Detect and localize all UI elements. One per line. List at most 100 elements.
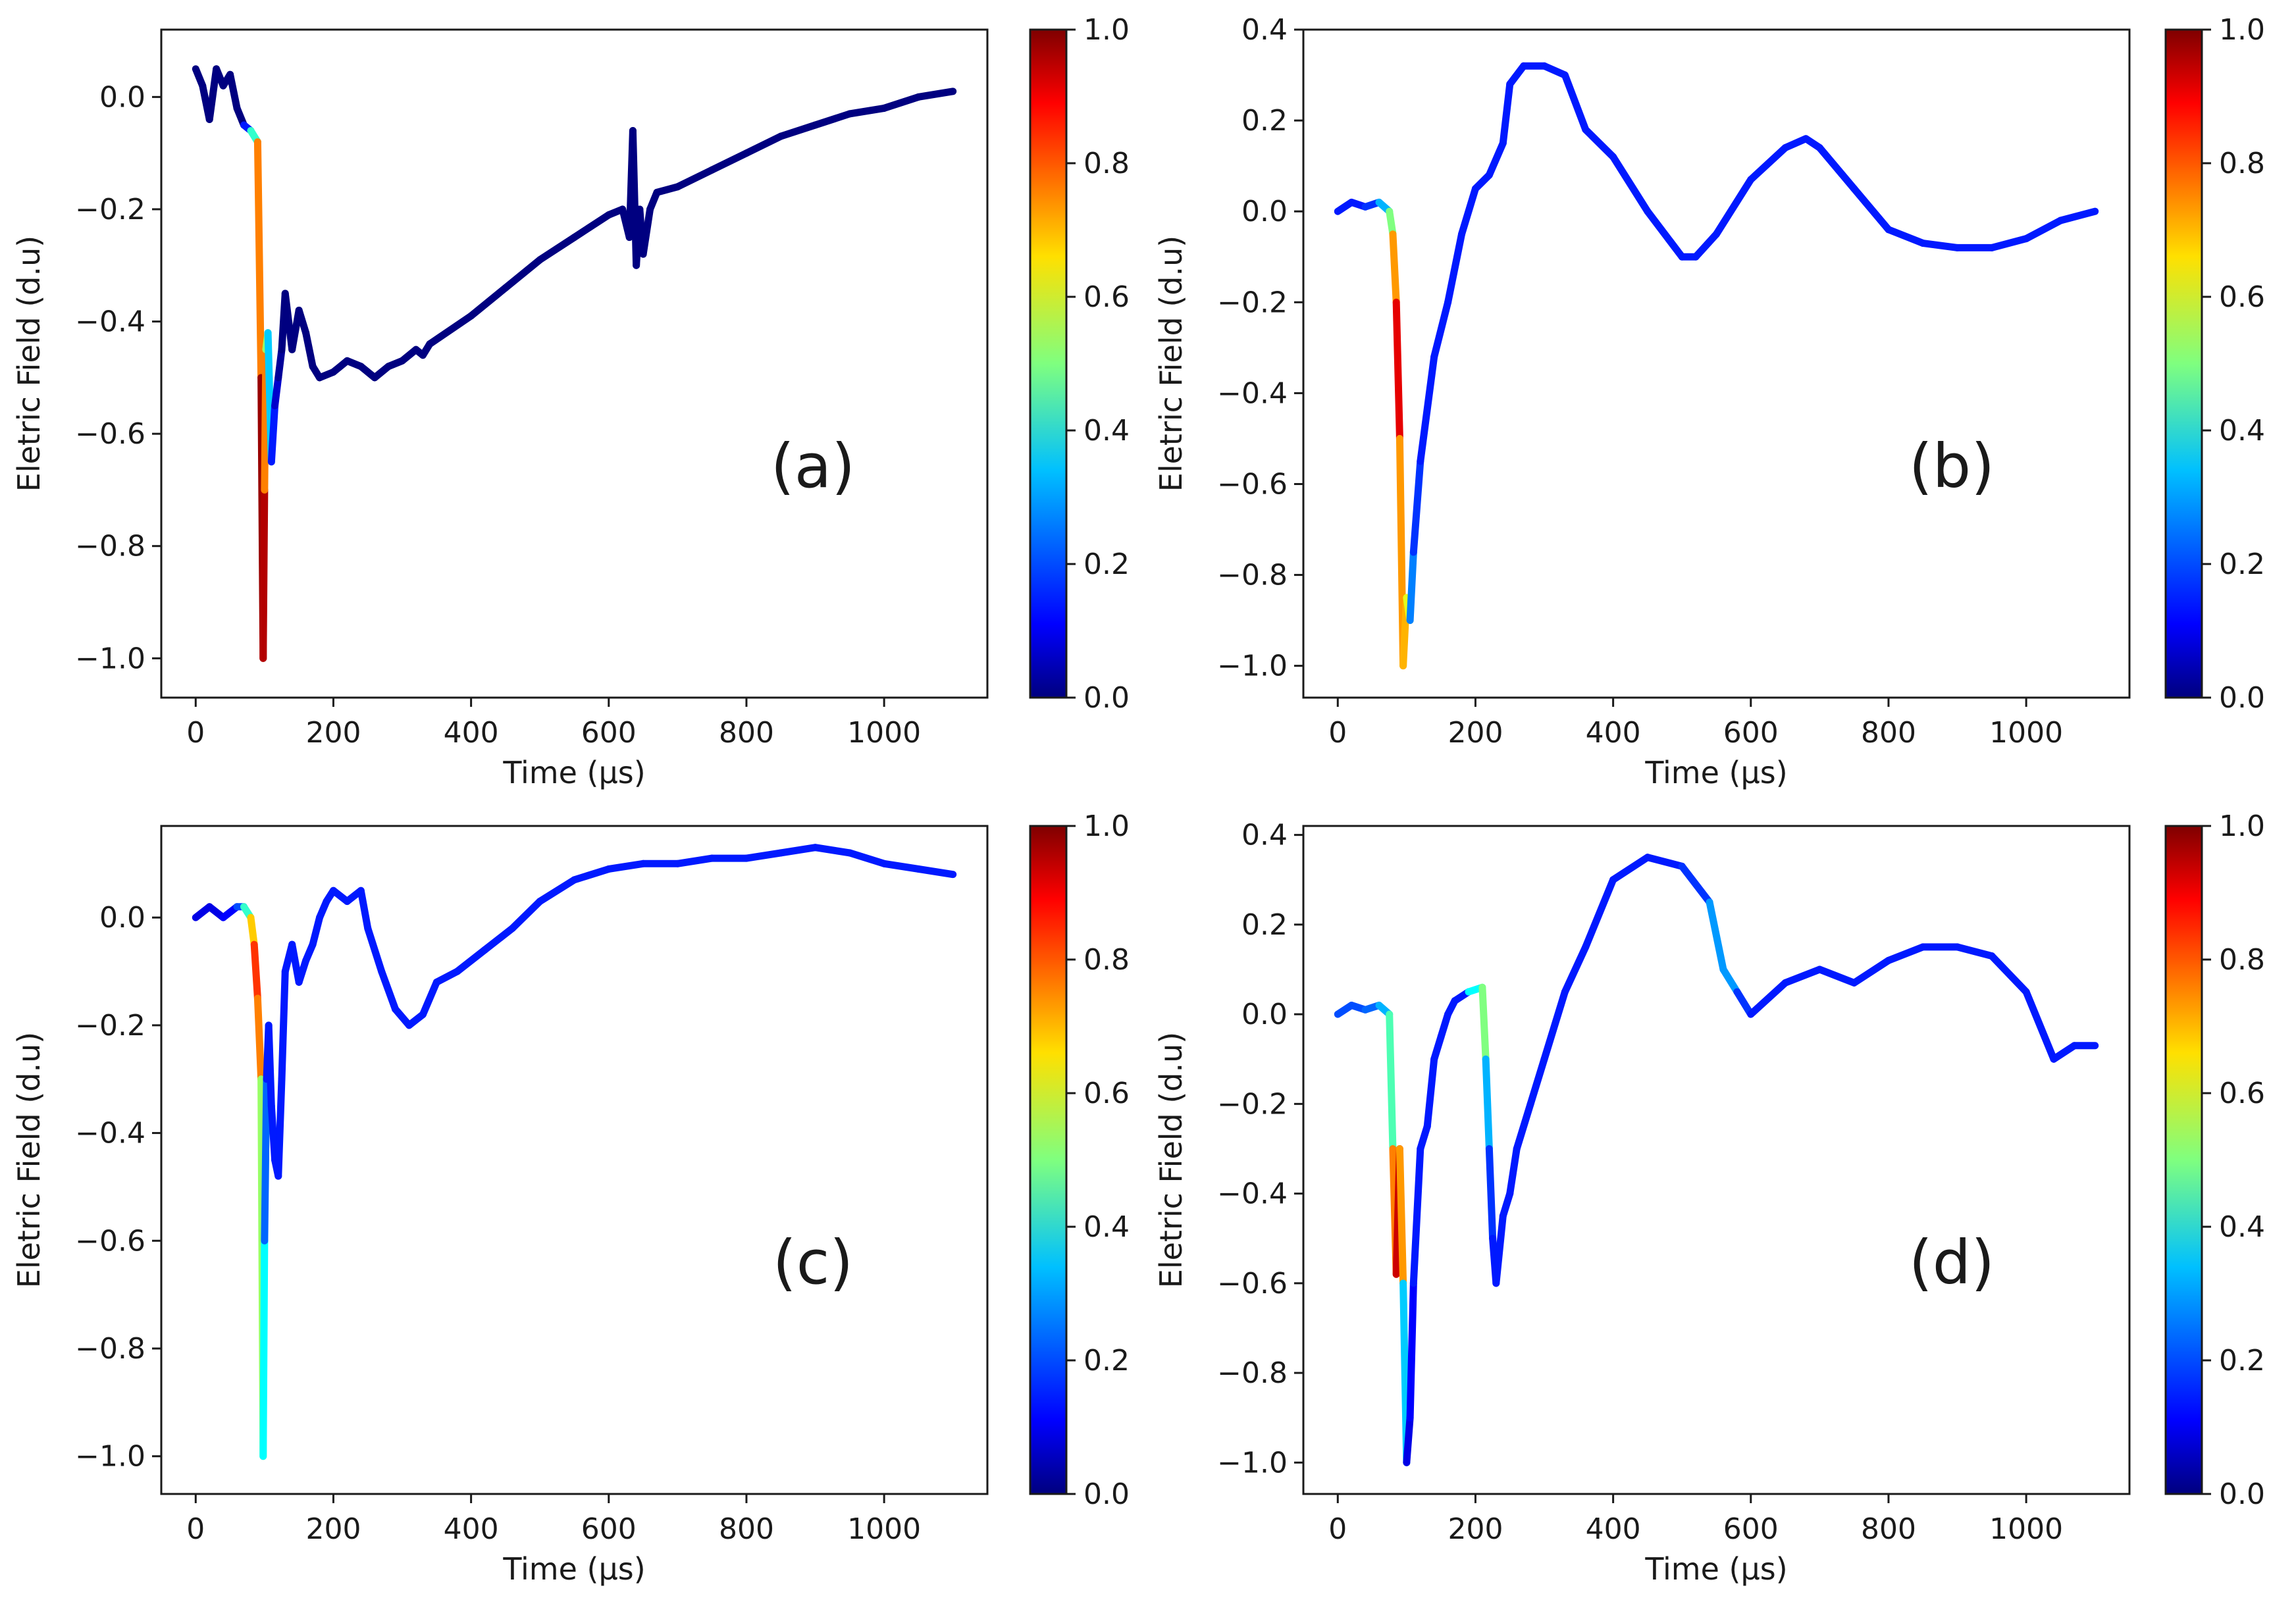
series-segment	[1506, 62, 1528, 88]
y-tick-label: 0.2	[1241, 104, 1288, 138]
y-axis-label: Eletric Field (d.u)	[11, 236, 47, 492]
x-tick-label: 800	[719, 716, 774, 750]
x-tick-label: 800	[719, 1512, 774, 1546]
y-tick-label: −0.6	[75, 1224, 145, 1258]
y-tick-label: 0.0	[99, 901, 145, 935]
panel-d: 0 200 400 600 800 1000 0.4 0.2 0.0 −0.2 −0.4 −0.6 −0…	[1153, 810, 2265, 1587]
y-tick-label: −0.6	[75, 417, 145, 451]
series-segment	[1609, 854, 1652, 884]
y-tick-label: −1.0	[1217, 1446, 1288, 1479]
series-segment	[673, 854, 716, 867]
series-segment	[1409, 1144, 1424, 1287]
series-segment	[1582, 876, 1617, 951]
x-tick-label: 1000	[1989, 1512, 2063, 1546]
colorbar-tick-label: 1.0	[1083, 13, 1130, 47]
x-tick-label: 600	[1723, 1512, 1779, 1546]
series-segment	[1561, 71, 1590, 134]
series-line	[1334, 854, 2099, 1466]
series-segment	[571, 211, 613, 242]
series-segment	[1417, 353, 1438, 465]
x-tick-label: 0	[186, 716, 205, 750]
x-tick-label: 600	[581, 716, 637, 750]
plot-frame	[160, 28, 989, 699]
colorbar-tick-label: 0.0	[2219, 1478, 2265, 1511]
plot-frame	[1302, 28, 2131, 699]
series-line	[192, 65, 957, 662]
x-tick-label: 200	[1448, 1512, 1503, 1546]
series-segment	[1885, 943, 1927, 964]
series-segment	[1561, 943, 1590, 996]
series-segment	[1386, 1010, 1397, 1152]
series-segment	[846, 849, 888, 867]
series-segment	[1403, 1414, 1414, 1466]
series-segment	[1437, 1010, 1452, 1041]
colorbar-tick-label: 0.6	[2219, 280, 2265, 314]
series-segment	[364, 925, 386, 975]
y-tick-label: −0.2	[75, 1009, 145, 1042]
y-axis-label: Eletric Field (d.u)	[1153, 1032, 1189, 1288]
colorbar	[2164, 825, 2203, 1495]
series-segment	[1423, 1055, 1438, 1130]
panel-label: (d)	[1909, 1227, 1995, 1298]
colorbar-tick-label: 0.4	[2219, 414, 2265, 448]
x-tick-label: 0	[1328, 716, 1347, 750]
series-segment	[1482, 1055, 1493, 1152]
colorbar-tick-label: 0.2	[2219, 1344, 2265, 1377]
y-tick-label: 0.0	[1241, 195, 1288, 228]
colorbar-tick-label: 0.8	[2219, 943, 2265, 977]
series-segment	[357, 887, 372, 933]
panel-a: 0 200 400 600 800 1000 0.0 −0.2 −0.4 −0.6 −0.8 −1.0…	[11, 13, 1130, 790]
series-segment	[1409, 457, 1424, 556]
colorbar-tick-label: 0.2	[1083, 1344, 1130, 1377]
series-segment	[274, 346, 286, 382]
series-segment	[271, 374, 282, 409]
series-segment	[880, 93, 922, 112]
x-tick-label: 200	[305, 1512, 361, 1546]
x-tick-label: 400	[444, 1512, 499, 1546]
series-segment	[708, 149, 750, 174]
series-segment	[502, 256, 544, 292]
series-segment	[777, 121, 820, 140]
y-tick-label: 0.4	[1241, 13, 1288, 47]
y-tick-label: 0.4	[1241, 819, 1288, 852]
series-segment	[1406, 1279, 1417, 1422]
y-tick-label: −0.4	[75, 305, 145, 339]
x-axis-label: Time (µs)	[1644, 1551, 1787, 1587]
series-segment	[1885, 226, 1927, 247]
series-segment	[1815, 965, 1858, 987]
panel-b: 0 200 400 600 800 1000 0.4 0.2 0.0 −0.2 −0.4 −0.6 −0…	[1153, 13, 2265, 790]
series-line	[1334, 62, 2099, 670]
series-segment	[777, 844, 820, 857]
series-segment	[914, 88, 957, 101]
series-segment	[1609, 153, 1652, 215]
series-segment	[1850, 185, 1892, 234]
y-tick-label: −0.2	[1217, 1087, 1288, 1121]
series-segment	[812, 110, 854, 129]
colorbar-tick-label: 0.6	[1083, 1077, 1130, 1110]
series-segment	[1430, 1033, 1445, 1063]
series-segment	[2022, 988, 2058, 1063]
plot-frame	[1302, 825, 2131, 1495]
series-segment	[1692, 230, 1720, 261]
series-segment	[467, 284, 509, 320]
series-segment	[743, 849, 785, 862]
y-tick-label: −1.0	[1217, 650, 1288, 683]
series-segment	[247, 913, 258, 948]
series-segment	[1919, 240, 1962, 251]
series-segment	[426, 312, 475, 348]
series-segment	[1815, 144, 1858, 193]
series-segment	[1386, 207, 1397, 238]
series-segment	[250, 940, 261, 1002]
x-axis-label: Time (µs)	[502, 755, 645, 790]
colorbar	[1029, 825, 1068, 1495]
series-segment	[1506, 1144, 1521, 1198]
series-segment	[1444, 230, 1466, 306]
y-tick-label: −0.8	[1217, 1356, 1288, 1390]
series-segment	[295, 306, 310, 337]
series-segment	[1747, 979, 1789, 1018]
y-tick-label: −0.8	[1217, 559, 1288, 592]
series-segment	[1513, 1100, 1534, 1152]
series-segment	[639, 205, 654, 258]
series-segment	[1485, 140, 1507, 179]
x-tick-label: 800	[1861, 1512, 1916, 1546]
